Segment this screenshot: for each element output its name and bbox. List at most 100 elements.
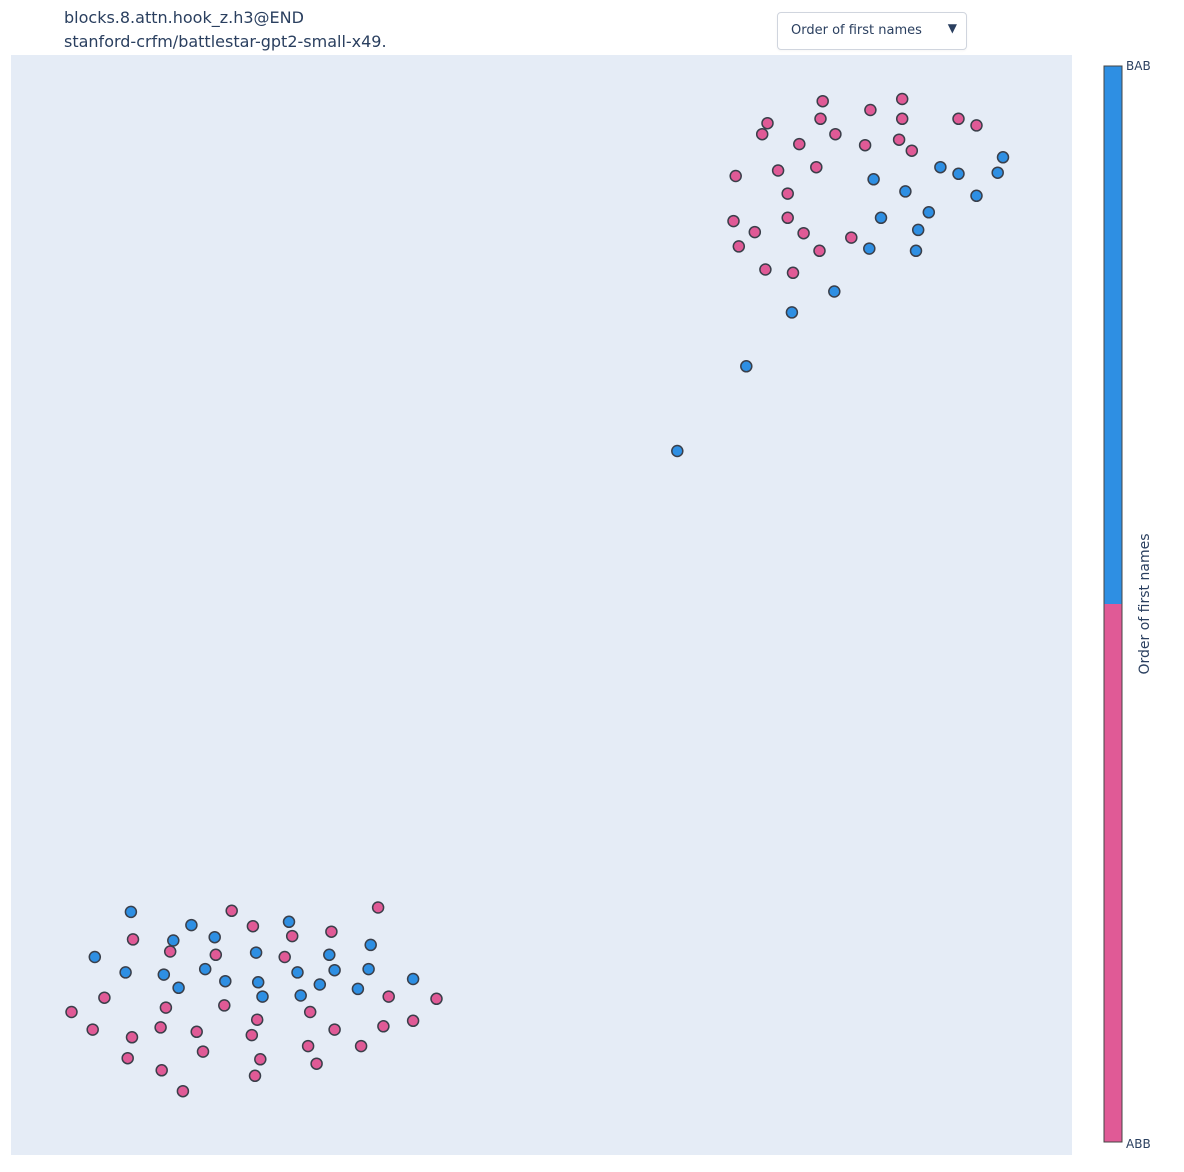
scatter-point-bab[interactable] — [364, 938, 377, 952]
scatter-point-abb[interactable] — [154, 1021, 167, 1034]
scatter-point-abb[interactable] — [176, 1084, 190, 1098]
scatter-point-bab[interactable] — [323, 948, 336, 962]
scatter-point-bab[interactable] — [874, 211, 888, 225]
scatter-point-bab[interactable] — [157, 968, 171, 981]
scatter-point-bab[interactable] — [172, 981, 185, 995]
scatter-point-abb[interactable] — [218, 999, 231, 1012]
scatter-point-bab[interactable] — [185, 918, 198, 932]
scatter-point-abb[interactable] — [310, 1057, 323, 1070]
scatter-point-abb[interactable] — [793, 137, 806, 151]
scatter-point-abb[interactable] — [225, 904, 238, 918]
scatter-point-abb[interactable] — [325, 925, 338, 938]
scatter-point-abb[interactable] — [892, 133, 906, 146]
scatter-point-abb[interactable] — [797, 226, 810, 240]
scatter-point-abb[interactable] — [759, 263, 772, 276]
scatter-point-abb[interactable] — [781, 187, 794, 200]
scatter-point-bab[interactable] — [328, 963, 341, 977]
scatter-point-abb[interactable] — [858, 138, 872, 152]
scatter-point-abb[interactable] — [65, 1005, 78, 1019]
scatter-point-abb[interactable] — [771, 164, 785, 177]
scatter-point-bab[interactable] — [899, 185, 912, 198]
scatter-point-abb[interactable] — [845, 231, 858, 244]
scatter-point-abb[interactable] — [86, 1023, 99, 1036]
scatter-point-abb[interactable] — [895, 112, 909, 126]
scatter-point-abb[interactable] — [278, 950, 291, 964]
scatter-point-abb[interactable] — [814, 112, 827, 126]
scatter-point-abb[interactable] — [159, 1001, 173, 1014]
scatter-point-abb[interactable] — [285, 929, 299, 943]
scatter-point-bab[interactable] — [911, 223, 925, 237]
scatter-point-abb[interactable] — [382, 990, 395, 1003]
scatter-point-abb[interactable] — [328, 1023, 341, 1036]
scatter-point-abb[interactable] — [254, 1053, 267, 1066]
scatter-point-bab[interactable] — [119, 966, 132, 979]
scatter-point-bab[interactable] — [313, 978, 327, 991]
scatter-point-abb[interactable] — [786, 266, 800, 280]
scatter-point-abb[interactable] — [864, 103, 877, 117]
plot-area[interactable] — [11, 55, 1072, 1155]
scatter-point-bab[interactable] — [922, 206, 936, 219]
scatter-point-abb[interactable] — [816, 94, 829, 108]
scatter-point-abb[interactable] — [98, 991, 111, 1004]
scatter-point-abb[interactable] — [377, 1020, 390, 1033]
scatter-point-abb[interactable] — [430, 992, 443, 1006]
scatter-point-abb[interactable] — [729, 169, 742, 183]
scatter-point-bab[interactable] — [362, 962, 375, 976]
scatter-point-abb[interactable] — [250, 1013, 264, 1026]
scatter-point-abb[interactable] — [755, 127, 769, 141]
scatter-point-abb[interactable] — [155, 1064, 168, 1077]
scatter-point-abb[interactable] — [354, 1039, 368, 1053]
scatter-point-abb[interactable] — [126, 933, 140, 946]
scatter-point-bab[interactable] — [970, 189, 983, 203]
scatter-point-abb[interactable] — [406, 1014, 420, 1028]
scatter-point-bab[interactable] — [208, 930, 221, 944]
scatter-point-abb[interactable] — [970, 119, 983, 132]
scatter-point-bab[interactable] — [909, 244, 923, 258]
color-by-dropdown[interactable]: Order of first names ▼ — [777, 12, 967, 50]
scatter-point-abb[interactable] — [209, 948, 223, 962]
scatter-point-bab[interactable] — [828, 285, 841, 298]
scatter-point-abb[interactable] — [303, 1005, 317, 1019]
scatter-point-abb[interactable] — [248, 1069, 262, 1083]
scatter-point-bab[interactable] — [406, 972, 420, 986]
scatter-point-abb[interactable] — [813, 244, 826, 258]
scatter-point-abb[interactable] — [245, 1028, 259, 1042]
scatter-point-bab[interactable] — [867, 173, 880, 186]
scatter-point-abb[interactable] — [163, 945, 177, 958]
scatter-point-abb[interactable] — [121, 1051, 134, 1065]
scatter-point-bab[interactable] — [351, 982, 365, 996]
scatter-point-bab[interactable] — [863, 242, 876, 255]
scatter-point-bab[interactable] — [249, 946, 263, 959]
scatter-point-bab[interactable] — [88, 950, 102, 964]
scatter-point-abb[interactable] — [895, 92, 909, 106]
scatter-point-abb[interactable] — [781, 211, 794, 225]
scatter-point-abb[interactable] — [952, 112, 965, 126]
scatter-point-bab[interactable] — [671, 444, 684, 458]
scatter-point-bab[interactable] — [291, 966, 304, 979]
scatter-point-bab[interactable] — [256, 990, 269, 1003]
scatter-point-abb[interactable] — [727, 214, 740, 228]
scatter-point-abb[interactable] — [246, 919, 260, 933]
scatter-point-abb[interactable] — [196, 1045, 210, 1058]
scatter-point-abb[interactable] — [301, 1039, 315, 1053]
scatter-point-bab[interactable] — [785, 306, 799, 319]
scatter-point-bab[interactable] — [991, 166, 1004, 179]
scatter-point-bab[interactable] — [198, 962, 212, 976]
scatter-point-bab[interactable] — [251, 976, 265, 989]
scatter-point-abb[interactable] — [829, 127, 842, 141]
scatter-point-bab[interactable] — [740, 360, 753, 373]
scatter-point-abb[interactable] — [732, 240, 746, 253]
scatter-point-abb[interactable] — [748, 225, 762, 239]
scatter-point-bab[interactable] — [282, 915, 296, 929]
scatter-point-abb[interactable] — [371, 901, 385, 914]
scatter-point-bab[interactable] — [996, 151, 1010, 164]
scatter-point-abb[interactable] — [125, 1031, 139, 1044]
scatter-point-abb[interactable] — [190, 1025, 203, 1039]
scatter-point-bab[interactable] — [167, 934, 180, 947]
scatter-point-bab[interactable] — [934, 160, 947, 174]
scatter-point-abb[interactable] — [810, 160, 823, 174]
scatter-point-abb[interactable] — [761, 116, 774, 130]
scatter-point-abb[interactable] — [905, 144, 919, 157]
scatter-point-bab[interactable] — [219, 974, 232, 988]
scatter-point-bab[interactable] — [124, 905, 138, 919]
